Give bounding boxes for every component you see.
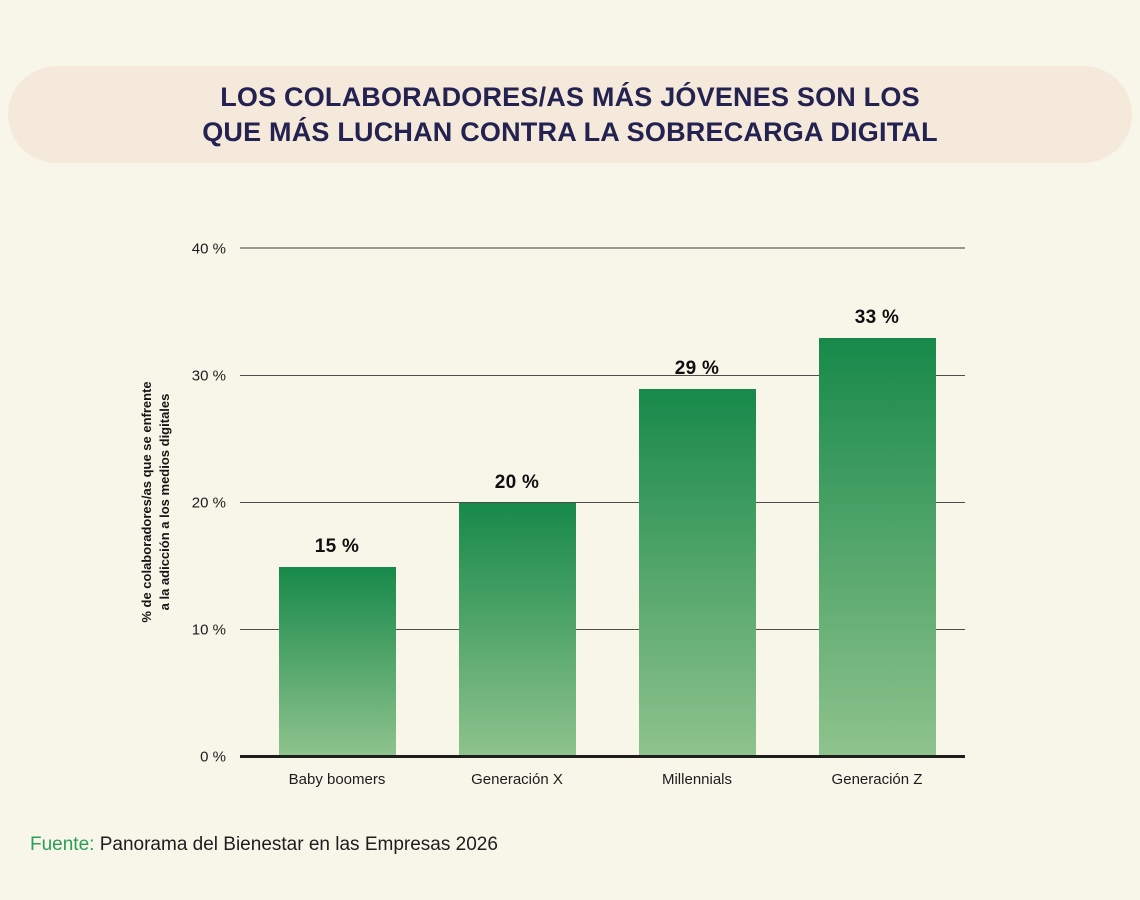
chart-title-line1: LOS COLABORADORES/AS MÁS JÓVENES SON LOS [220, 81, 920, 112]
x-category-label-generaci-n-z: Generación Z [831, 771, 923, 788]
chart-title: LOS COLABORADORES/AS MÁS JÓVENES SON LOS… [202, 80, 938, 150]
chart-title-line2: QUE MÁS LUCHAN CONTRA LA SOBRECARGA DIGI… [202, 116, 938, 147]
y-tick-label-30: 30 % [191, 367, 226, 385]
bar-value-label-baby-boomers: 15 % [314, 535, 360, 557]
x-category-label-generaci-n-x: Generación X [471, 771, 563, 788]
y-tick-label-20: 20 % [191, 494, 226, 512]
y-tick-label-0: 0 % [200, 748, 226, 766]
bar-value-label-millennials: 29 % [674, 357, 720, 379]
bar-generaci-n-x [458, 503, 576, 757]
y-tick-label-10: 10 % [191, 621, 226, 639]
source-text: Panorama del Bienestar en las Empresas 2… [99, 834, 498, 855]
bar-value-label-generaci-n-x: 20 % [494, 472, 540, 493]
x-category-label-baby-boomers: Baby boomers [288, 771, 386, 788]
source-note: Fuente: Panorama del Bienestar en las Em… [30, 834, 498, 856]
bar-baby-boomers [278, 566, 396, 757]
plot-area: 0 % 10 % 20 % 30 % 40 % 15 % Baby boomers 20 % G… [192, 241, 965, 788]
bar-value-label-generaci-n-z: 33 % [854, 306, 900, 328]
gridline-30 [240, 375, 965, 376]
gridline-10 [240, 629, 965, 630]
source-label: Fuente: [30, 834, 95, 855]
x-axis-line [240, 755, 965, 758]
x-category-label-millennials: Millennials [661, 771, 733, 788]
title-banner: LOS COLABORADORES/AS MÁS JÓVENES SON LOS… [8, 66, 1132, 163]
gridline-40 [240, 247, 965, 249]
gridline-20 [240, 502, 965, 503]
y-axis-title-line1: % de colaboradores/as que se enfrente [139, 381, 154, 623]
bar-millennials [638, 388, 756, 757]
y-tick-label-40: 40 % [191, 240, 226, 258]
bar-generaci-n-z [818, 337, 936, 757]
